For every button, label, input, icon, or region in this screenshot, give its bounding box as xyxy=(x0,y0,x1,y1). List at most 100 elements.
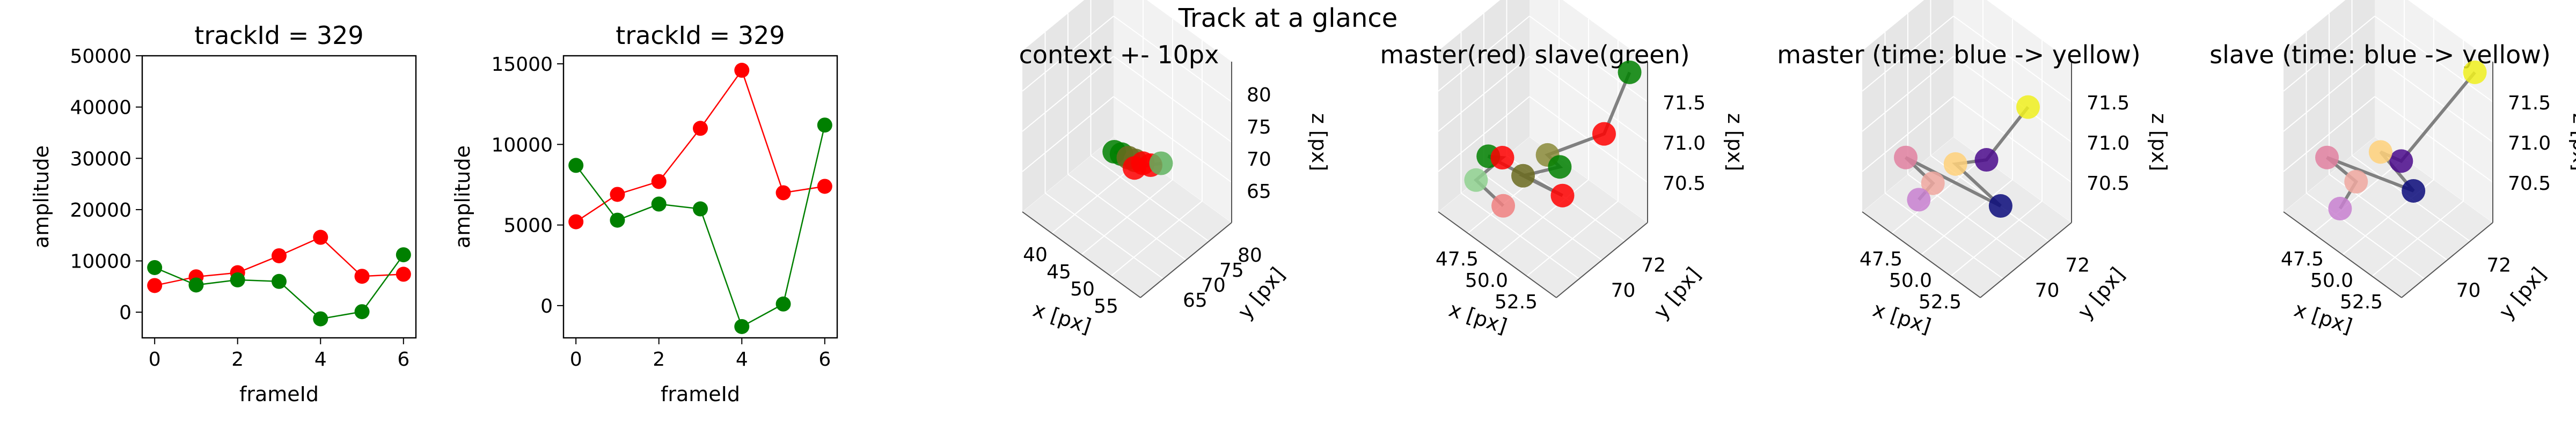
series-point xyxy=(147,278,163,293)
series-point xyxy=(734,319,750,334)
series-point xyxy=(651,196,667,212)
scatter-point xyxy=(1988,194,2012,218)
x-tick-label: 47.5 xyxy=(1436,248,1479,270)
chart-title: trackId = 329 xyxy=(194,21,363,50)
y-axis-line xyxy=(1556,222,1648,298)
chart-title: context +- 10px xyxy=(1019,40,1219,69)
chart-title: master (time: blue -> yellow) xyxy=(1777,40,2140,69)
series-point xyxy=(775,296,791,312)
grid-line xyxy=(1483,174,1602,261)
y-axis-line xyxy=(1980,222,2072,298)
z-tick-label: 71.0 xyxy=(2508,132,2551,154)
series-point xyxy=(230,272,245,287)
z-tick-label: 70.5 xyxy=(1663,173,1706,195)
x-axis-line xyxy=(1438,211,1557,298)
figure-suptitle: Track at a glance xyxy=(1178,3,1398,33)
x-tick-label: 47.5 xyxy=(2281,248,2324,270)
x-tick-label: 6 xyxy=(397,349,409,371)
scatter-point xyxy=(1511,164,1535,188)
grid-line xyxy=(2374,16,2493,102)
series-point xyxy=(313,230,328,245)
scatter-point xyxy=(1490,146,1514,170)
x-tick-label: 45 xyxy=(1046,261,1071,283)
y-tick-label: 80 xyxy=(1238,245,1262,267)
y-axis-label: amplitude xyxy=(451,145,474,248)
chart-title: slave (time: blue -> yellow) xyxy=(2209,40,2551,69)
x-tick-label: 40 xyxy=(1023,244,1048,266)
y-tick-label: 70 xyxy=(1611,279,1636,301)
scatter-point xyxy=(2402,179,2426,203)
grid-line xyxy=(1862,16,1954,92)
scatter-point xyxy=(1122,156,1146,180)
y-tick-label: 40000 xyxy=(70,97,131,119)
z-tick-label: 70.5 xyxy=(2087,173,2129,195)
chart-title: trackId = 329 xyxy=(616,21,785,50)
scatter-point xyxy=(2016,95,2040,119)
series-point xyxy=(734,63,750,78)
series-point xyxy=(817,117,832,133)
scatter-point xyxy=(1592,122,1616,146)
series-point xyxy=(354,304,370,320)
x-tick-label: 50.0 xyxy=(1465,270,1508,292)
x-tick-label: 50 xyxy=(1070,278,1095,300)
y-tick-label: 30000 xyxy=(70,148,131,170)
y-tick-label: 20000 xyxy=(70,199,131,221)
series-point xyxy=(775,185,791,201)
scatter-point xyxy=(1943,152,1967,176)
x-tick-label: 52.5 xyxy=(1495,291,1538,313)
series-point xyxy=(354,269,370,284)
series-point xyxy=(651,174,667,189)
series-point xyxy=(817,179,832,194)
x-tick-label: 52.5 xyxy=(1919,291,1962,313)
grid-line xyxy=(1526,201,1619,277)
series-point xyxy=(188,277,204,293)
z-tick-label: 65 xyxy=(1247,181,1271,203)
y-tick-label: 72 xyxy=(2065,255,2090,277)
z-tick-label: 71.0 xyxy=(1663,132,1706,154)
y-tick-label: 65 xyxy=(1183,290,1208,312)
y-tick-label: 70 xyxy=(1201,275,1226,297)
z-tick-label: 71.5 xyxy=(2508,92,2551,114)
scatter-point xyxy=(2463,60,2487,84)
y-tick-label: 72 xyxy=(2486,255,2511,277)
y-tick-label: 0 xyxy=(119,302,131,324)
y-tick-label: 10000 xyxy=(491,134,553,156)
scatter-point xyxy=(2315,145,2339,169)
scatter-point xyxy=(1907,188,1931,212)
grid-line xyxy=(1067,174,1187,261)
x-axis-label: frameId xyxy=(661,382,740,406)
y-axis-line xyxy=(2401,222,2493,298)
series-point xyxy=(272,248,287,263)
y-tick-label: 5000 xyxy=(503,215,553,237)
series-point xyxy=(313,311,328,327)
y-tick-label: 70 xyxy=(2456,279,2481,301)
grid-line xyxy=(2283,16,2375,92)
scatter-point xyxy=(1464,168,1488,192)
grid-line xyxy=(1090,155,1210,242)
grid-line xyxy=(1438,16,1530,92)
z-tick-label: 71.5 xyxy=(1663,92,1706,114)
grid-line xyxy=(1953,16,2072,102)
x-tick-label: 50.0 xyxy=(1889,270,1932,292)
series-point xyxy=(610,212,625,228)
x-tick-label: 4 xyxy=(736,349,748,371)
series-point xyxy=(396,267,411,282)
scatter-point xyxy=(1974,148,1999,172)
x-tick-label: 47.5 xyxy=(1860,248,1902,270)
grid-line xyxy=(1110,201,1203,277)
scatter-point xyxy=(1149,151,1173,175)
series-point xyxy=(568,214,584,230)
y-tick-label: 70 xyxy=(2035,279,2060,301)
grid-line xyxy=(1529,16,1648,102)
scatter-point xyxy=(1921,171,1945,195)
z-axis-label: z [px] xyxy=(1307,113,1331,171)
x-axis-line xyxy=(1022,211,1141,298)
y-tick-label: 10000 xyxy=(70,251,131,273)
x-tick-label: 6 xyxy=(818,349,831,371)
line-chart-2: trackId = 329 frameId amplitude 0 2 4 6 0 5000 10… xyxy=(451,21,838,406)
x-tick-label: 52.5 xyxy=(2340,291,2383,313)
